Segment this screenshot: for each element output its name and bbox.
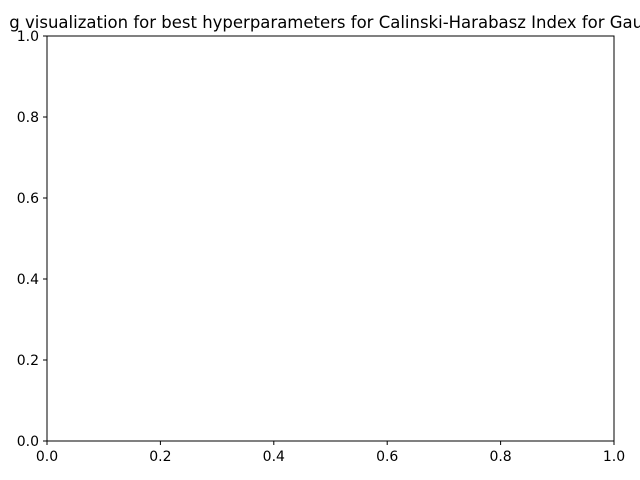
y-tick-label: 0.2 <box>17 353 39 369</box>
y-tick-label: 0.0 <box>17 434 39 450</box>
y-axis: 0.0 0.2 0.4 0.6 0.8 1.0 <box>17 29 47 450</box>
y-tick-label: 0.6 <box>17 191 39 207</box>
x-tick-label: 0.6 <box>376 449 398 465</box>
x-tick-label: 0.0 <box>36 449 58 465</box>
y-tick-label: 0.8 <box>17 110 39 126</box>
x-axis: 0.0 0.2 0.4 0.6 0.8 1.0 <box>36 441 625 465</box>
x-tick-label: 0.8 <box>489 449 511 465</box>
y-tick-label: 0.4 <box>17 272 39 288</box>
plot-area-frame <box>46 35 615 442</box>
x-tick-label: 0.4 <box>263 449 285 465</box>
x-tick-label: 1.0 <box>603 449 625 465</box>
y-tick-label: 1.0 <box>17 29 39 45</box>
x-tick-label: 0.2 <box>149 449 171 465</box>
chart-title: g visualization for best hyperparameters… <box>9 13 640 32</box>
